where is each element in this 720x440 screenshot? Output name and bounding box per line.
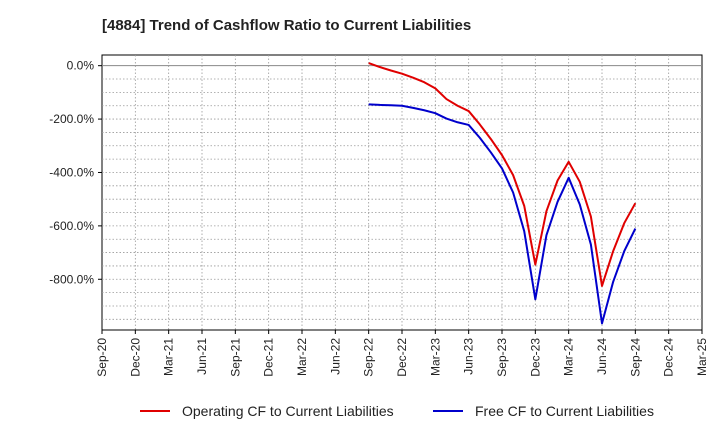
x-tick-label: Dec-22 [395, 338, 409, 377]
x-tick-label: Jun-23 [462, 338, 476, 375]
y-tick-label: -600.0% [49, 219, 94, 233]
x-tick-label: Sep-24 [628, 338, 642, 377]
x-tick-label: Sep-22 [362, 338, 376, 377]
x-tick-label: Sep-20 [95, 338, 109, 377]
x-tick-label: Mar-24 [562, 338, 576, 376]
y-tick-label: -800.0% [49, 272, 94, 286]
x-tick-label: Dec-21 [262, 338, 276, 377]
x-tick-label: Sep-21 [228, 338, 242, 377]
grid [102, 55, 702, 330]
x-tick-label: Jun-22 [328, 338, 342, 375]
y-axis: 0.0% -200.0% -400.0% -600.0% -800.0% [49, 59, 102, 286]
series-line-2 [368, 103, 637, 325]
legend-label-1: Operating CF to Current Liabilities [182, 403, 394, 419]
x-tick-label: Mar-22 [295, 338, 309, 376]
x-axis: Sep-20 Dec-20 Mar-21 Jun-21 Sep-21 Dec-21 Mar-… [95, 330, 709, 377]
y-tick-label: 0.0% [67, 59, 95, 73]
series-lines [368, 62, 637, 325]
legend: Operating CF to Current Liabilities Free … [140, 403, 654, 419]
x-tick-label: Jun-24 [595, 338, 609, 375]
y-tick-label: -400.0% [49, 165, 94, 179]
x-tick-label: Sep-23 [495, 338, 509, 377]
x-tick-label: Mar-25 [695, 338, 709, 376]
y-tick-label: -200.0% [49, 112, 94, 126]
x-tick-label: Jun-21 [195, 338, 209, 375]
x-tick-label: Dec-24 [662, 338, 676, 377]
series-line-1 [368, 62, 637, 287]
x-tick-label: Mar-21 [162, 338, 176, 376]
legend-label-2: Free CF to Current Liabilities [475, 403, 654, 419]
chart-title: [4884] Trend of Cashflow Ratio to Curren… [102, 17, 471, 34]
x-tick-label: Dec-20 [128, 338, 142, 377]
x-tick-label: Mar-23 [428, 338, 442, 376]
x-tick-label: Dec-23 [528, 338, 542, 377]
